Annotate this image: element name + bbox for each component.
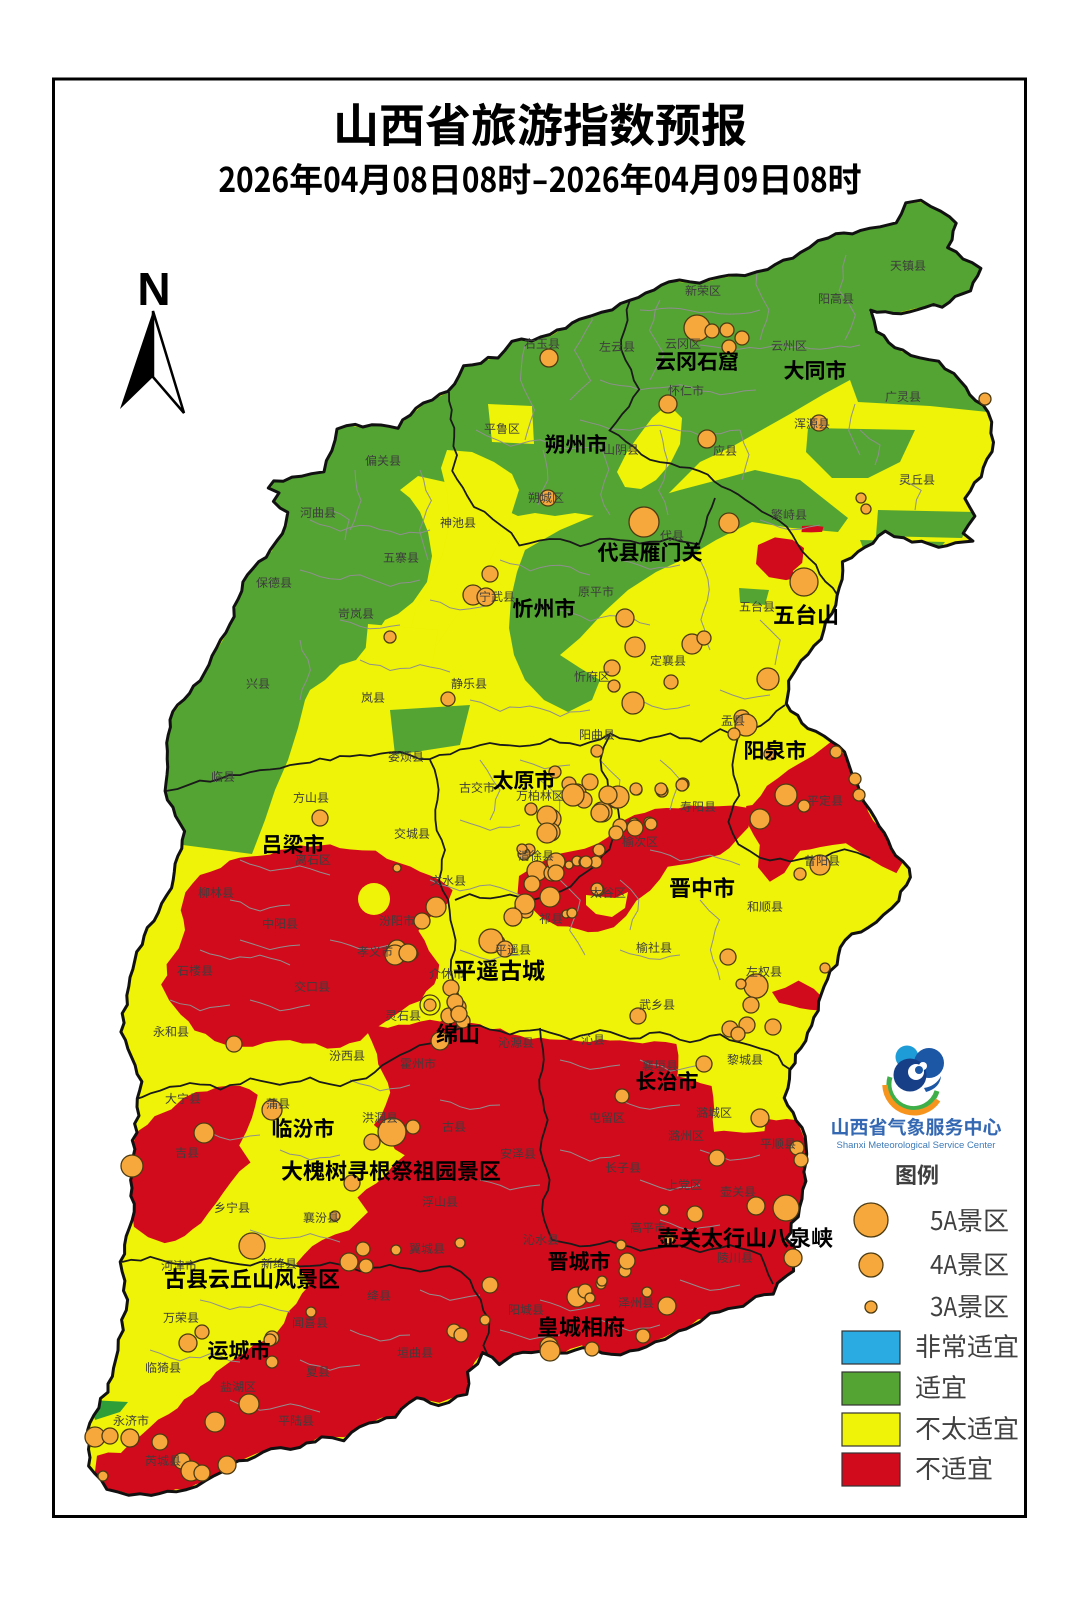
svg-text:N: N	[137, 263, 170, 315]
svg-text:Shanxi Meteorological Service: Shanxi Meteorological Service Center	[837, 1140, 996, 1151]
